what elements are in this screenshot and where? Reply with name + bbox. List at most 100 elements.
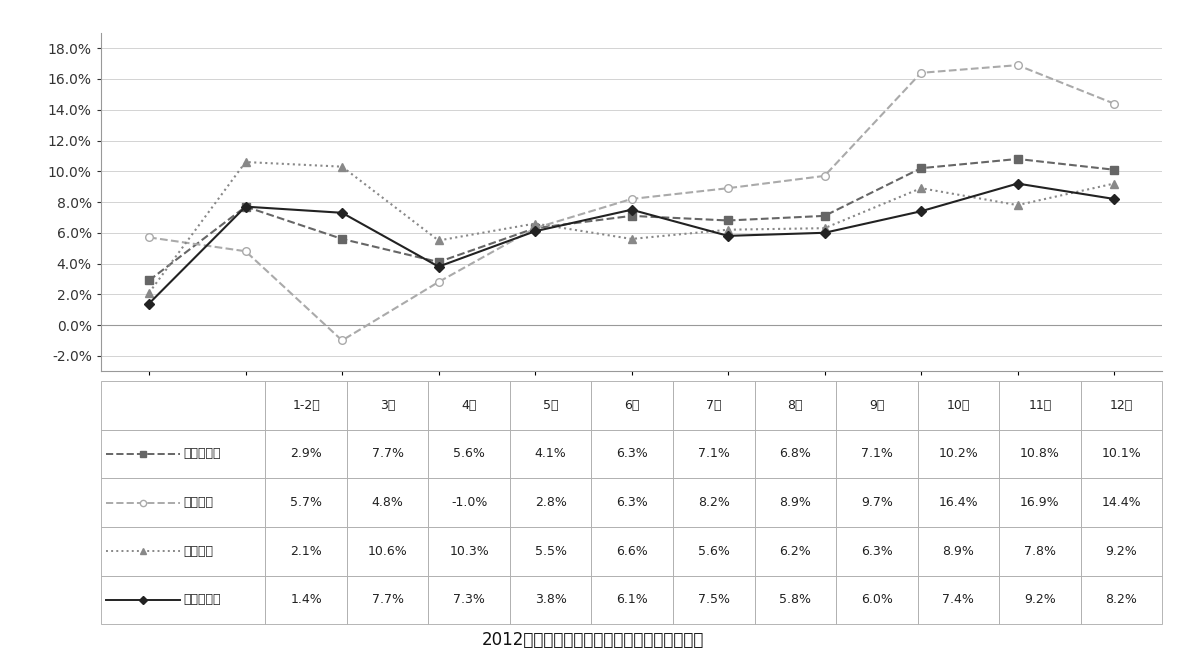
Bar [836,381,918,430]
Bar [918,430,999,478]
Bar [592,478,672,527]
Bar [754,527,836,576]
Text: 7.1%: 7.1% [697,447,729,461]
Bar [672,381,754,430]
Text: 4.1%: 4.1% [535,447,567,461]
Bar [101,527,266,576]
Bar [999,381,1080,430]
Bar [266,381,346,430]
Text: 8.2%: 8.2% [697,496,729,509]
Bar [672,527,754,576]
Bar [754,576,836,624]
Bar [836,430,918,478]
Bar [101,478,266,527]
Text: 工业增加值: 工业增加值 [183,447,221,461]
Text: 5月: 5月 [543,399,559,412]
Text: 9.2%: 9.2% [1024,593,1056,606]
Text: 8.2%: 8.2% [1105,593,1137,606]
Bar [101,381,266,430]
Bar [836,527,918,576]
Text: 2.8%: 2.8% [535,496,567,509]
Bar [346,430,428,478]
Bar [428,478,510,527]
Bar [510,381,592,430]
Text: 12月: 12月 [1110,399,1133,412]
Text: 5.6%: 5.6% [697,545,729,558]
Bar [428,527,510,576]
Text: 5.5%: 5.5% [535,545,567,558]
Bar [266,478,346,527]
Text: 16.4%: 16.4% [938,496,978,509]
Text: 7.1%: 7.1% [861,447,893,461]
Bar [428,381,510,430]
Bar [266,527,346,576]
Text: 4月: 4月 [461,399,477,412]
Bar [672,576,754,624]
Text: 8.9%: 8.9% [779,496,811,509]
Text: 大型企业: 大型企业 [183,496,213,509]
Text: 2.9%: 2.9% [291,447,321,461]
Text: 5.8%: 5.8% [779,593,811,606]
Bar [1080,430,1162,478]
Bar [999,576,1080,624]
Text: 6.3%: 6.3% [617,496,648,509]
Bar [592,381,672,430]
Bar [1080,527,1162,576]
Bar [918,527,999,576]
Bar [999,430,1080,478]
Text: 7月: 7月 [706,399,721,412]
Text: 10.6%: 10.6% [368,545,408,558]
Text: 1.4%: 1.4% [291,593,321,606]
Bar [428,430,510,478]
Text: 6.2%: 6.2% [779,545,811,558]
Text: 5.6%: 5.6% [453,447,485,461]
Bar [428,576,510,624]
Text: 9.2%: 9.2% [1105,545,1137,558]
Bar [266,576,346,624]
Text: 6.0%: 6.0% [861,593,893,606]
Text: 11月: 11月 [1028,399,1052,412]
Bar [1080,576,1162,624]
Bar [1080,478,1162,527]
Text: 4.8%: 4.8% [371,496,403,509]
Text: 10.8%: 10.8% [1020,447,1060,461]
Text: 7.5%: 7.5% [697,593,729,606]
Bar [101,430,266,478]
Text: 2.1%: 2.1% [291,545,321,558]
Text: 6.3%: 6.3% [617,447,648,461]
Text: 6月: 6月 [625,399,640,412]
Text: 5.7%: 5.7% [291,496,323,509]
Bar [346,527,428,576]
Text: 7.7%: 7.7% [371,593,403,606]
Bar [918,576,999,624]
Bar [510,576,592,624]
Bar [836,478,918,527]
Text: 中型企业: 中型企业 [183,545,213,558]
Bar [754,478,836,527]
Text: 3月: 3月 [380,399,395,412]
Bar [754,430,836,478]
Bar [346,478,428,527]
Bar [672,430,754,478]
Bar [510,527,592,576]
Text: 10.1%: 10.1% [1102,447,1141,461]
Text: 6.3%: 6.3% [861,545,893,558]
Text: 6.8%: 6.8% [779,447,811,461]
Text: 14.4%: 14.4% [1102,496,1141,509]
Bar [918,381,999,430]
Bar [918,478,999,527]
Text: 6.6%: 6.6% [617,545,648,558]
Text: 8月: 8月 [788,399,803,412]
Text: 7.3%: 7.3% [453,593,485,606]
Text: 小微型企业: 小微型企业 [183,593,221,606]
Text: 8.9%: 8.9% [943,545,975,558]
Bar [592,430,672,478]
Bar [346,381,428,430]
Text: 2012年某省规模以上工业增加值同比增速情况: 2012年某省规模以上工业增加值同比增速情况 [482,631,704,649]
Bar [346,576,428,624]
Text: 9月: 9月 [869,399,885,412]
Bar [101,576,266,624]
Text: 6.1%: 6.1% [617,593,648,606]
Bar [999,478,1080,527]
Text: -1.0%: -1.0% [451,496,487,509]
